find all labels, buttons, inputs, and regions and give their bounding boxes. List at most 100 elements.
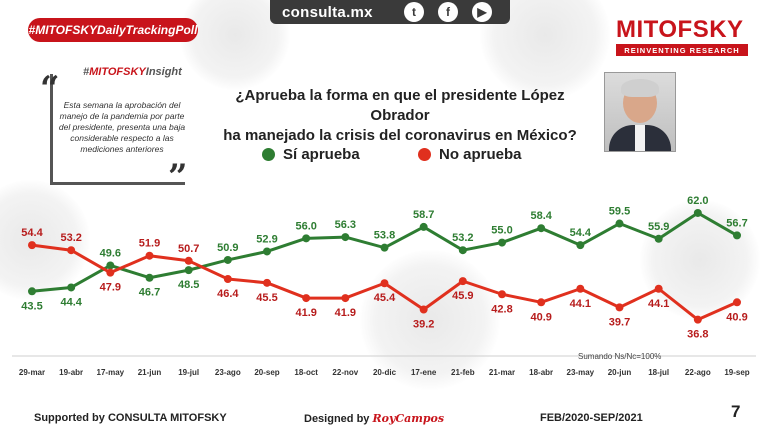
data-label: 55.0 <box>491 225 512 237</box>
data-label: 51.9 <box>139 238 160 250</box>
data-point <box>28 287 36 296</box>
legend-disapprove: No aprueba <box>418 146 522 163</box>
insight-text: Esta semana la aprobación del manejo de … <box>58 100 186 154</box>
data-label: 52.9 <box>256 233 277 245</box>
data-point <box>380 279 389 288</box>
data-label: 59.5 <box>609 206 630 218</box>
x-tick-label: 17-ene <box>411 368 437 377</box>
insight-title: #MITOFSKYInsight <box>80 66 185 78</box>
data-point <box>537 298 546 307</box>
x-tick-label: 18-oct <box>294 368 318 377</box>
twitter-icon[interactable]: t <box>404 2 424 22</box>
data-point <box>419 305 428 314</box>
facebook-icon[interactable]: f <box>438 2 458 22</box>
data-point <box>615 219 624 228</box>
data-point <box>263 278 271 287</box>
data-point <box>380 243 389 252</box>
data-label: 44.1 <box>648 298 669 310</box>
data-point <box>106 268 115 277</box>
disapprove-dot-icon <box>418 148 431 161</box>
data-point <box>458 246 467 255</box>
question-line-2: ha manejado la crisis del coronavirus en… <box>223 127 577 144</box>
x-tick-label: 21-jun <box>138 368 162 377</box>
data-point <box>458 277 467 286</box>
data-label: 40.9 <box>530 311 551 323</box>
data-label: 45.5 <box>256 292 277 304</box>
data-label: 45.4 <box>374 292 396 304</box>
data-point <box>693 315 702 324</box>
data-point <box>341 294 350 303</box>
data-point <box>223 255 232 264</box>
data-point <box>67 246 76 255</box>
data-label: 50.9 <box>217 242 238 254</box>
data-label: 49.6 <box>100 247 121 259</box>
data-label: 41.9 <box>295 307 316 319</box>
question-line-1: ¿Aprueba la forma en que el presidente L… <box>235 87 565 124</box>
x-tick-label: 22-nov <box>332 368 358 377</box>
data-label: 46.7 <box>139 287 160 299</box>
data-label: 54.4 <box>21 227 43 239</box>
x-tick-label: 20-sep <box>254 368 279 377</box>
data-label: 46.4 <box>217 288 239 300</box>
data-point <box>498 290 506 299</box>
insight-box <box>50 74 185 185</box>
data-point <box>67 283 76 292</box>
top-bar: consulta.mx t f ▶ <box>270 0 510 24</box>
data-point <box>693 208 702 217</box>
data-point <box>654 284 663 293</box>
data-label: 55.9 <box>648 221 669 233</box>
brand-tagline: REINVENTING RESEARCH <box>616 44 748 56</box>
data-label: 56.0 <box>295 220 316 232</box>
x-tick-label: 19-sep <box>724 368 749 377</box>
x-tick-label: 20-dic <box>373 368 397 377</box>
youtube-icon[interactable]: ▶ <box>472 2 492 22</box>
data-point <box>733 298 741 307</box>
legend-approve-label: Sí aprueba <box>283 146 360 163</box>
data-label: 53.8 <box>374 230 395 242</box>
quote-close-icon: ” <box>168 157 188 197</box>
data-label: 54.4 <box>570 227 592 239</box>
x-tick-label: 20-jun <box>608 368 632 377</box>
brand-logo: MITOFSKY <box>616 16 744 43</box>
data-point <box>654 234 663 243</box>
data-label: 56.3 <box>335 219 356 231</box>
data-label: 41.9 <box>335 307 356 319</box>
hashtag-badge: #MITOFSKYDailyTrackingPoll <box>28 18 198 42</box>
approve-dot-icon <box>262 148 275 161</box>
data-label: 43.5 <box>21 300 42 312</box>
data-label: 44.4 <box>60 296 82 308</box>
footer-designed: Designed by RoyCampos <box>304 412 445 425</box>
data-label: 56.7 <box>726 217 747 229</box>
data-point <box>576 284 585 293</box>
site-link[interactable]: consulta.mx <box>282 3 373 21</box>
designer-signature: RoyCampos <box>372 412 445 425</box>
data-point <box>28 241 36 250</box>
data-label: 53.2 <box>60 232 81 244</box>
virus-decoration <box>360 250 500 390</box>
data-label: 53.2 <box>452 232 473 244</box>
data-point <box>106 261 115 270</box>
data-label: 36.8 <box>687 329 708 341</box>
x-tick-label: 23-may <box>567 368 595 377</box>
x-tick-label: 18-abr <box>529 368 553 377</box>
president-photo <box>604 72 676 152</box>
data-label: 45.9 <box>452 290 473 302</box>
data-point <box>302 234 311 243</box>
data-point <box>184 266 193 275</box>
x-tick-label: 21-mar <box>489 368 515 377</box>
data-point <box>615 303 624 312</box>
data-label: 58.7 <box>413 209 434 221</box>
data-label: 39.2 <box>413 319 434 331</box>
x-tick-label: 19-abr <box>59 368 83 377</box>
data-label: 44.1 <box>570 298 591 310</box>
data-point <box>302 294 311 303</box>
data-point <box>341 233 350 242</box>
data-label: 62.0 <box>687 195 708 207</box>
data-label: 40.9 <box>726 311 747 323</box>
data-point <box>733 231 741 240</box>
footer-supported: Supported by CONSULTA MITOFSKY <box>34 412 227 424</box>
data-label: 58.4 <box>530 210 552 222</box>
x-tick-label: 17-may <box>97 368 125 377</box>
data-point <box>223 275 232 284</box>
data-label: 48.5 <box>178 279 199 291</box>
